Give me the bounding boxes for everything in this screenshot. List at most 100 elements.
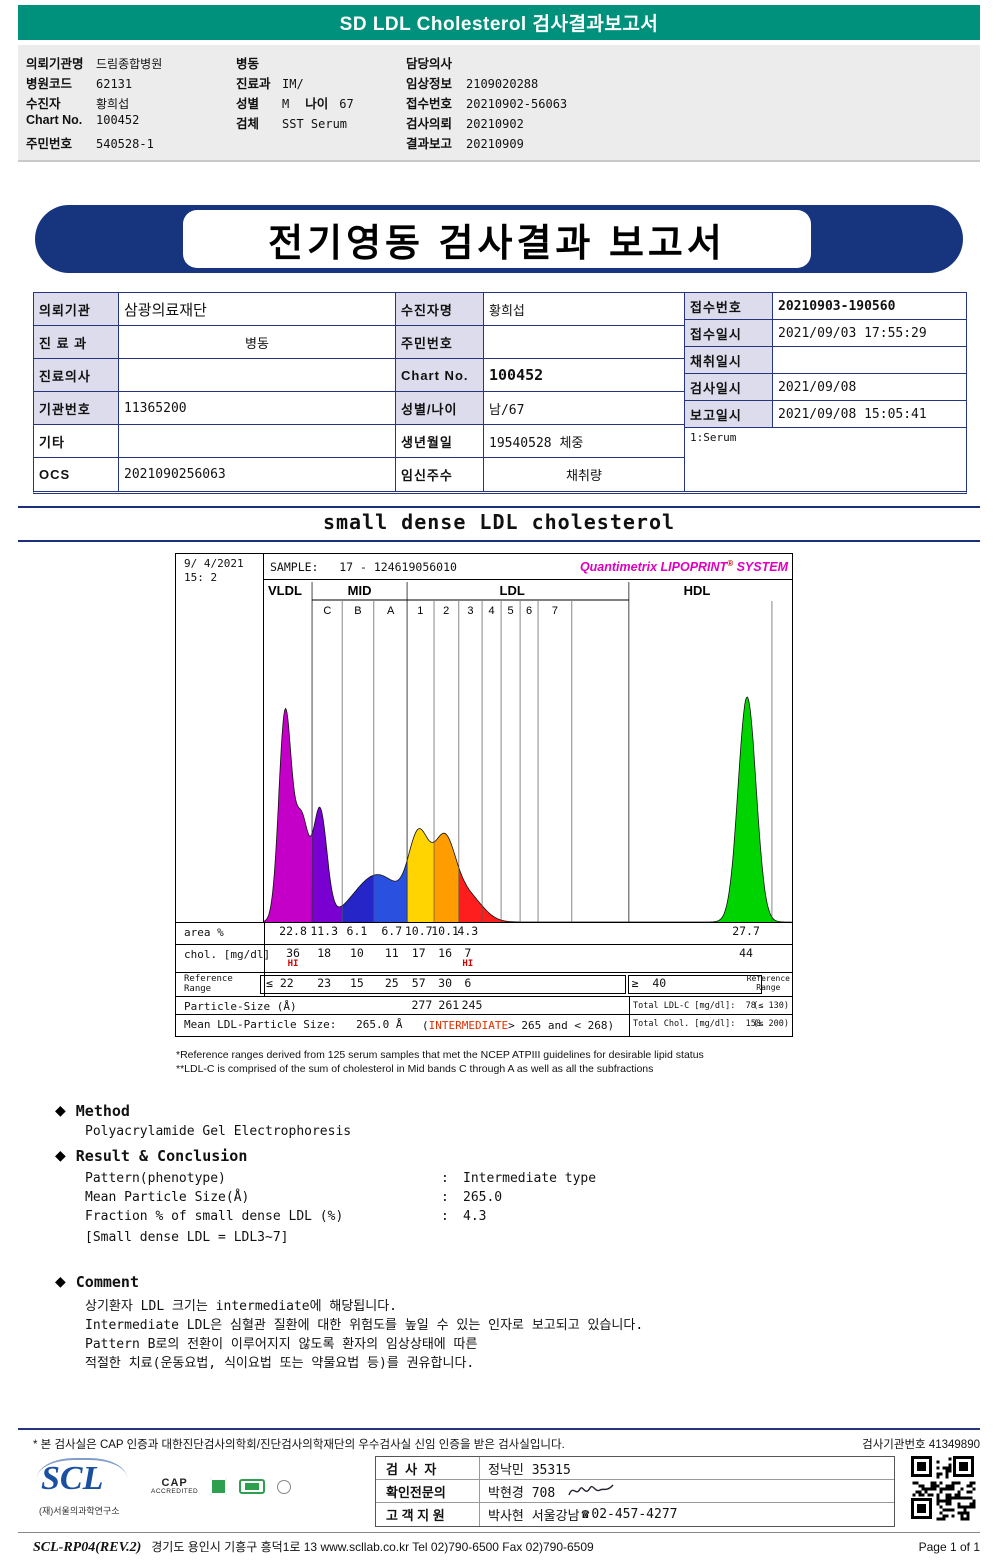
electrophoresis-banner-inner: 전기영동 검사결과 보고서 bbox=[183, 210, 811, 268]
fraction-value: 245 bbox=[461, 998, 483, 1012]
fraction-value: ≤ 22 bbox=[265, 976, 294, 990]
field-value: 2021/09/03 17:55:29 bbox=[773, 320, 966, 347]
patient-header-col3: 담당의사 임상정보 2109020288 접수번호 20210902-56063 검사의뢰… bbox=[406, 53, 980, 160]
fraction-value: 30 bbox=[438, 976, 453, 990]
text-line: **LDL-C is comprised of the sum of chole… bbox=[176, 1063, 654, 1076]
field-value: 황희섭 bbox=[96, 97, 130, 111]
svg-text:B: B bbox=[354, 605, 361, 617]
field-label: 검사일시 bbox=[685, 374, 773, 401]
staff-row: 검 사 자 정낙민 35315 bbox=[376, 1457, 894, 1480]
total-cholesterol-ref: (≤ 200) bbox=[753, 1019, 789, 1029]
text-line: Intermediate LDL은 심혈관 질환에 대한 위험도를 높일 수 있… bbox=[85, 1318, 644, 1333]
report-title-banner: SD LDL Cholesterol 검사결과보고서 bbox=[18, 5, 980, 40]
divider bbox=[18, 1428, 980, 1430]
mean-particle-size-label: Mean LDL-Particle Size: 265.0 Å bbox=[184, 1018, 403, 1031]
reference-box-ldl bbox=[260, 975, 626, 994]
fraction-value: 18 bbox=[317, 946, 332, 960]
svg-text:7: 7 bbox=[552, 605, 558, 617]
lipoprint-logo: Quantimetrix LIPOPRINT® SYSTEM bbox=[580, 559, 788, 574]
total-ldl-c-ref: (≤ 130) bbox=[753, 1001, 789, 1011]
field-label: 접수일시 bbox=[685, 320, 773, 347]
field-value: 62131 bbox=[96, 77, 133, 91]
field-label: 의뢰기관명 bbox=[26, 57, 84, 71]
patient-field: 주민번호 540528-1 bbox=[26, 133, 236, 153]
field-label: 진료과 bbox=[236, 77, 271, 91]
fraction-value: 4.3 bbox=[457, 924, 479, 938]
method-heading: ◆ Method bbox=[55, 1102, 955, 1120]
field-value: 드림종합병원 bbox=[96, 57, 163, 71]
field-value: 11365200 bbox=[119, 392, 396, 425]
field-label: 접수번호 bbox=[406, 97, 453, 111]
divider bbox=[264, 973, 265, 996]
diamond-bullet-icon: ◆ bbox=[55, 1148, 66, 1164]
field-value: 67 bbox=[339, 97, 354, 111]
intermediate-range: > 265 and < 268) bbox=[508, 1019, 615, 1032]
field-label: 성별 bbox=[236, 97, 260, 111]
fraction-value: 11 bbox=[384, 946, 399, 960]
serum-note: 1:Serum bbox=[690, 431, 737, 444]
field-label: 검체 bbox=[236, 117, 260, 131]
field-value: 19540528 체중 bbox=[484, 425, 684, 458]
field-label: Chart No. bbox=[396, 359, 484, 392]
high-flag: HI bbox=[287, 958, 299, 969]
patient-field: 결과보고 20210909 bbox=[406, 133, 980, 153]
chart-date: 9/ 4/2021 15: 2 bbox=[176, 554, 264, 922]
patient-field: 성별 M 나이 67 bbox=[236, 93, 406, 113]
field-label: Chart No. bbox=[26, 113, 83, 127]
divider bbox=[264, 945, 265, 972]
staff-label: 검 사 자 bbox=[376, 1457, 480, 1479]
field-value: IM/ bbox=[282, 77, 304, 91]
result-heading: ◆ Result & Conclusion bbox=[55, 1147, 955, 1165]
total-ldl-c: Total LDL-C [mg/dl]: 78 bbox=[633, 1001, 756, 1011]
fraction-value: 6.7 bbox=[381, 924, 403, 938]
field-value: 2021/09/08 bbox=[773, 374, 966, 401]
patient-field: 담당의사 bbox=[406, 53, 980, 73]
row-label-line: Reference bbox=[184, 974, 233, 984]
fraction-value: 10.7 bbox=[404, 924, 433, 938]
accreditation-logos: CAP ACCREDITED bbox=[151, 1478, 292, 1496]
method-body: Polyacrylamide Gel Electrophoresis bbox=[85, 1124, 352, 1139]
comment-heading: ◆ Comment bbox=[55, 1273, 955, 1291]
comment-heading-text: Comment bbox=[75, 1273, 139, 1291]
field-value: 병동 bbox=[119, 326, 396, 359]
text-line: Pattern B로의 전환이 이루어지지 않도록 환자의 임상상태에 따른 bbox=[85, 1337, 478, 1352]
request-info-right: 접수번호 20210903-190560 접수일시 2021/09/03 17:… bbox=[684, 293, 966, 491]
patient-field: 병원코드 62131 bbox=[26, 73, 236, 93]
divider bbox=[18, 1532, 980, 1533]
result-row: Pattern(phenotype): Intermediate type bbox=[85, 1171, 597, 1186]
lipoprint-word: SYSTEM bbox=[736, 560, 788, 575]
field-value: 2021/09/08 15:05:41 bbox=[773, 401, 966, 428]
footer-logos: SCL (재)서울의과학연구소 CAP ACCREDITED bbox=[33, 1456, 363, 1528]
fraction-value: 10 bbox=[349, 946, 364, 960]
field-label: 임신주수 bbox=[396, 458, 484, 491]
cholesterol-row: chol. [mg/dl] 36 HI 18 10 11 17 16 7 HI 44 bbox=[176, 944, 792, 972]
field-value: M bbox=[282, 97, 290, 111]
scl-logo-swoosh bbox=[37, 1458, 127, 1498]
field-label: 수진자 bbox=[26, 97, 61, 111]
fraction-value: 11.3 bbox=[310, 924, 339, 938]
field-value: 100452 bbox=[96, 113, 140, 127]
chart-sample-row: SAMPLE: 17 - 124619056010 Quantimetrix L… bbox=[264, 554, 792, 580]
chart-date-line2: 15: 2 bbox=[184, 570, 218, 584]
fraction-value: 261 bbox=[438, 998, 460, 1012]
fraction-value: 27.7 bbox=[732, 924, 760, 938]
reference-box-hdl bbox=[628, 975, 762, 994]
signature bbox=[568, 1484, 614, 1496]
address-line: SCL-RP04(REV.2) 경기도 용인시 기흥구 흥덕1로 13 www.… bbox=[33, 1538, 980, 1556]
staff-label: 확인전문의 bbox=[376, 1480, 480, 1502]
field-value: 540528-1 bbox=[96, 137, 154, 151]
chart-main: SAMPLE: 17 - 124619056010 Quantimetrix L… bbox=[264, 554, 792, 922]
staff-label: 고 객 지 원 bbox=[376, 1503, 480, 1526]
staff-row: 확인전문의 박현경 708 bbox=[376, 1480, 894, 1503]
field-label: 의뢰기관 bbox=[34, 293, 119, 326]
divider bbox=[18, 540, 980, 542]
field-value bbox=[484, 326, 684, 359]
accreditation-logo bbox=[210, 1478, 228, 1496]
divider bbox=[18, 506, 980, 508]
fraction-value: 23 bbox=[317, 976, 332, 990]
phone-number: 02-457-4277 bbox=[591, 1507, 678, 1522]
page-number: Page 1 of 1 bbox=[918, 1540, 980, 1554]
fraction-value: 10.1 bbox=[431, 924, 459, 938]
